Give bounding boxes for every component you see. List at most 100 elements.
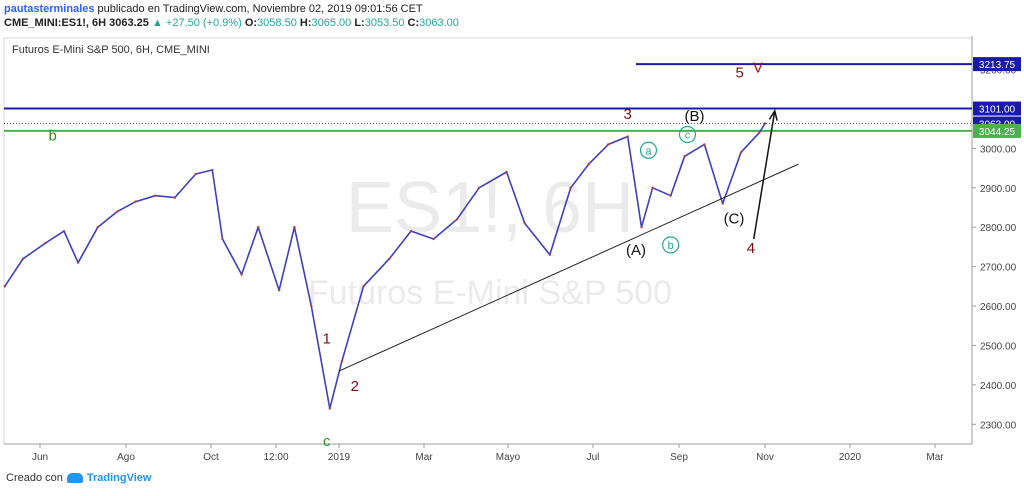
wave-label: b: [49, 127, 57, 144]
y-tick-label: 2600.00: [980, 302, 1017, 313]
price-point: [362, 285, 365, 288]
price-point: [116, 210, 119, 213]
wave-label: c: [685, 130, 691, 142]
plot-area: [3, 37, 973, 445]
up-arrow-icon: ▲: [151, 17, 163, 29]
price-point: [240, 273, 243, 276]
trendline: [338, 163, 799, 372]
price-point: [758, 131, 761, 134]
watermark-name: Futuros E-Mini S&P 500: [308, 274, 672, 312]
price-point: [194, 172, 197, 176]
wave-circle: [678, 125, 697, 144]
price-point: [607, 143, 610, 146]
price-tag-label: 3101.00: [979, 105, 1016, 116]
chart-title: Futuros E-Mini S&P 500, 6H, CME_MINI: [12, 44, 210, 56]
x-tick-label: Mar: [926, 452, 944, 463]
x-tick-label: Jul: [587, 452, 600, 463]
price-series-line: [4, 123, 766, 410]
price-point: [651, 186, 654, 189]
price-point: [505, 170, 508, 174]
watermark-symbol: ES1!, 6H: [346, 168, 634, 248]
symbol-label: CME_MINI:ES1!, 6H: [4, 17, 107, 29]
price-point: [548, 253, 552, 256]
creado-label: Creado con: [6, 472, 63, 484]
price-point: [432, 237, 435, 241]
wave-label: a: [645, 145, 652, 157]
price-tag: [973, 101, 1021, 116]
price-point: [211, 168, 214, 172]
footer: Creado con TradingView: [6, 472, 151, 484]
price-point: [455, 218, 459, 221]
y-tick-label: 2500.00: [980, 341, 1017, 352]
close-value: 3063.00: [419, 17, 459, 29]
price-point: [640, 226, 643, 229]
price-tag: [973, 57, 1021, 72]
price-point: [523, 222, 526, 225]
y-tick-label: 2900.00: [980, 184, 1017, 195]
x-tick-label: Jun: [32, 452, 48, 463]
publish-info: publicado en TradingView.com, Noviembre …: [97, 3, 423, 15]
price-change: +27.50 (+0.9%): [165, 17, 242, 29]
y-tick-label: 3000.00: [980, 144, 1017, 155]
price-point: [134, 200, 137, 203]
x-tick-label: Mayo: [496, 452, 521, 463]
price-chart[interactable]: ES1!, 6H Futuros E-Mini S&P 500 Futuros E-…: [0, 36, 1024, 466]
price-point: [3, 285, 6, 288]
price-point: [96, 226, 100, 229]
price-point: [277, 289, 281, 292]
wave-label: c: [323, 433, 331, 450]
wave-label: (C): [724, 210, 745, 227]
wave-label: 5: [735, 64, 743, 81]
wave-label: 3: [624, 106, 632, 123]
price-point: [721, 202, 724, 205]
author-link[interactable]: pautasterminales: [4, 3, 95, 15]
price-point: [62, 229, 66, 233]
price-point: [669, 194, 672, 197]
low-label: L:: [354, 17, 365, 29]
price-point: [154, 194, 157, 197]
price-point: [739, 151, 743, 154]
x-tick-label: Nov: [756, 452, 774, 463]
x-tick-label: 2020: [839, 452, 862, 463]
high-label: H:: [299, 17, 312, 29]
x-tick-label: 12:00: [263, 452, 288, 463]
price-point: [340, 360, 344, 363]
tradingview-logo-icon: [66, 473, 83, 483]
price-point: [703, 143, 706, 146]
price-point: [683, 155, 686, 158]
price-tag: [973, 123, 1021, 138]
x-tick-label: 2019: [328, 452, 351, 463]
price-point: [173, 196, 176, 199]
price-point: [763, 122, 767, 125]
price-point: [409, 229, 413, 233]
chart-header: pautasterminales publicado en TradingVie…: [4, 2, 1020, 36]
y-tick-label: 2700.00: [980, 263, 1017, 274]
projection-arrow: [752, 110, 776, 240]
x-tick-label: Sep: [670, 452, 688, 463]
price-point: [328, 407, 331, 410]
arrow-head-icon: [768, 109, 778, 121]
wave-label: (B): [685, 108, 705, 125]
price-tag-label: 3044.25: [979, 127, 1016, 138]
price-point: [256, 226, 260, 229]
high-value: 3065.00: [311, 17, 352, 29]
price-point: [221, 237, 224, 241]
x-tick-label: Ago: [117, 452, 135, 463]
y-tick-label: 2400.00: [980, 381, 1017, 392]
tradingview-link[interactable]: TradingView: [86, 472, 152, 484]
price-point: [293, 226, 296, 229]
x-tick-label: Oct: [203, 452, 219, 463]
price-point: [76, 261, 80, 264]
wave-label: 1: [323, 330, 331, 347]
open-value: 3058.50: [257, 17, 297, 29]
price-point: [477, 186, 481, 189]
wave-label: V: [753, 60, 763, 77]
price-tag-label: 3213.75: [979, 60, 1016, 71]
price-point: [587, 162, 591, 166]
low-value: 3053.50: [364, 17, 405, 29]
price-point: [626, 135, 629, 138]
open-label: O:: [244, 17, 258, 29]
wave-circle: [662, 236, 680, 254]
wave-circle: [639, 141, 658, 159]
wave-label: 4: [747, 240, 755, 257]
